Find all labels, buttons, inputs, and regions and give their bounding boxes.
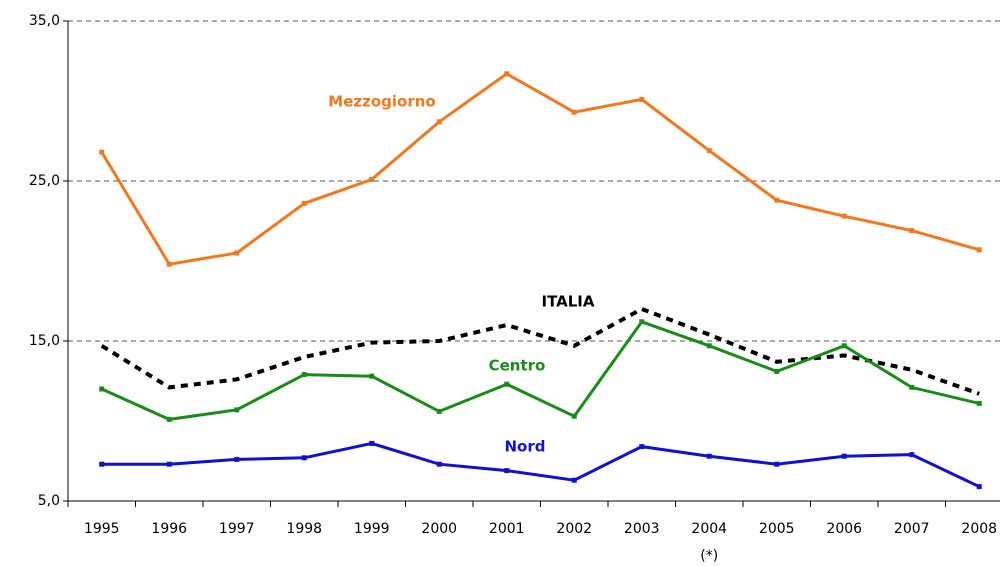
x-tick-label: 1996 [151,521,187,537]
x-tick-label: 1999 [354,521,390,537]
x-tick-label: 1995 [84,521,120,537]
point-marker [706,453,712,459]
y-tick-label: 15,0 [29,333,60,349]
x-tick-label: 1997 [219,521,255,537]
point-marker [301,455,307,461]
point-marker [841,343,847,349]
point-marker [369,176,375,182]
x-tick-label: 2000 [421,521,457,537]
x-tick-label: 1998 [286,521,322,537]
point-marker [436,119,442,125]
point-marker [639,444,645,450]
point-marker [234,250,240,256]
point-marker [976,400,982,406]
x-tick-label: 2004 [691,521,727,537]
series-label: Nord [505,438,546,456]
point-marker [504,468,510,474]
point-marker [571,109,577,115]
point-marker [99,386,105,392]
x-tick-label: 2005 [759,521,795,537]
point-marker [234,456,240,462]
point-marker [976,484,982,490]
point-marker [909,384,915,390]
point-marker [571,477,577,483]
point-marker [706,343,712,349]
point-marker [166,416,172,422]
point-marker [774,368,780,374]
x-tick-label: 2008 [961,521,997,537]
point-marker [841,453,847,459]
point-marker [369,373,375,379]
point-marker [774,197,780,203]
point-marker [909,452,915,458]
point-marker [301,372,307,378]
point-marker [909,228,915,234]
point-marker [436,408,442,414]
series-label: Centro [489,357,546,375]
y-tick-label: 35,0 [29,13,60,29]
series-label: ITALIA [541,293,594,311]
point-marker [706,148,712,154]
point-marker [234,407,240,413]
series-line [101,441,980,488]
series-line [101,320,980,421]
point-marker [166,261,172,267]
point-marker [504,71,510,77]
x-tick-label: 2002 [556,521,592,537]
point-marker [639,319,645,325]
series-label: Mezzogiorno [328,93,435,111]
x-tick-label: 2006 [826,521,862,537]
x-tick-note: (*) [700,548,718,564]
point-marker [436,461,442,467]
point-marker [99,461,105,467]
series-line [100,306,980,396]
y-tick-label: 25,0 [29,173,60,189]
series-line [100,72,980,266]
point-marker [504,381,510,387]
x-tick-label: 2001 [489,521,525,537]
point-marker [301,200,307,206]
point-marker [369,440,375,446]
point-marker [99,149,105,155]
point-marker [841,213,847,219]
point-marker [166,461,172,467]
x-tick-label: 2007 [894,521,930,537]
point-marker [639,96,645,102]
point-marker [774,461,780,467]
y-tick-label: 5,0 [38,493,60,509]
point-marker [571,413,577,419]
point-marker [976,247,982,253]
x-tick-label: 2003 [624,521,660,537]
